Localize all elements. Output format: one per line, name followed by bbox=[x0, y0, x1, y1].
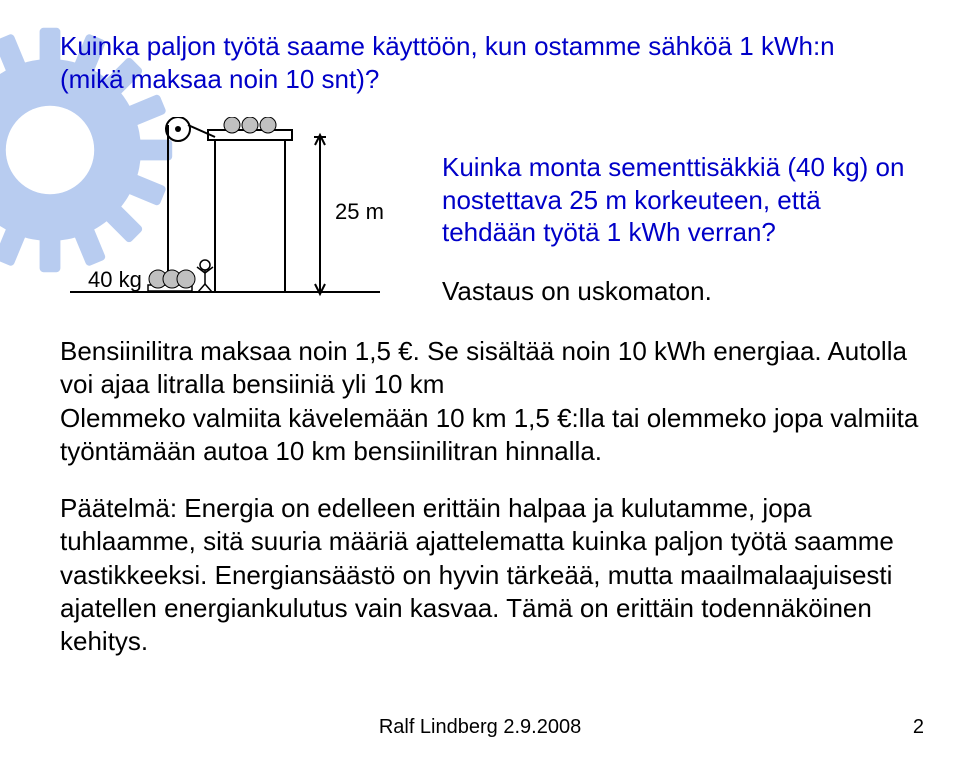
body-paragraphs: Bensiinilitra maksaa noin 1,5 €. Se sisä… bbox=[60, 335, 920, 658]
lifting-diagram: 40 kg 25 m bbox=[60, 117, 430, 307]
footer-author: Ralf Lindberg 2.9.2008 bbox=[379, 716, 581, 738]
question-text: Kuinka monta sementtisäkkiä (40 kg) on n… bbox=[442, 151, 920, 249]
title-line-1: Kuinka paljon työtä saame käyttöön, kun … bbox=[60, 31, 835, 61]
paragraph-1b: Olemmeko valmiita kävelemään 10 km 1,5 €… bbox=[60, 403, 918, 466]
footer-page-number: 2 bbox=[913, 716, 924, 739]
title-line-2: (mikä maksaa noin 10 snt)? bbox=[60, 64, 379, 94]
height-label-text: 25 m bbox=[335, 199, 384, 224]
paragraph-1a: Bensiinilitra maksaa noin 1,5 €. Se sisä… bbox=[60, 336, 907, 399]
paragraph-2: Päätelmä: Energia on edelleen erittäin h… bbox=[60, 492, 920, 658]
slide-footer: Ralf Lindberg 2.9.2008 2 bbox=[0, 716, 960, 739]
slide-title: Kuinka paljon työtä saame käyttöön, kun … bbox=[60, 30, 920, 95]
answer-hint: Vastaus on uskomaton. bbox=[442, 275, 920, 308]
weight-label-text: 40 kg bbox=[88, 267, 142, 292]
